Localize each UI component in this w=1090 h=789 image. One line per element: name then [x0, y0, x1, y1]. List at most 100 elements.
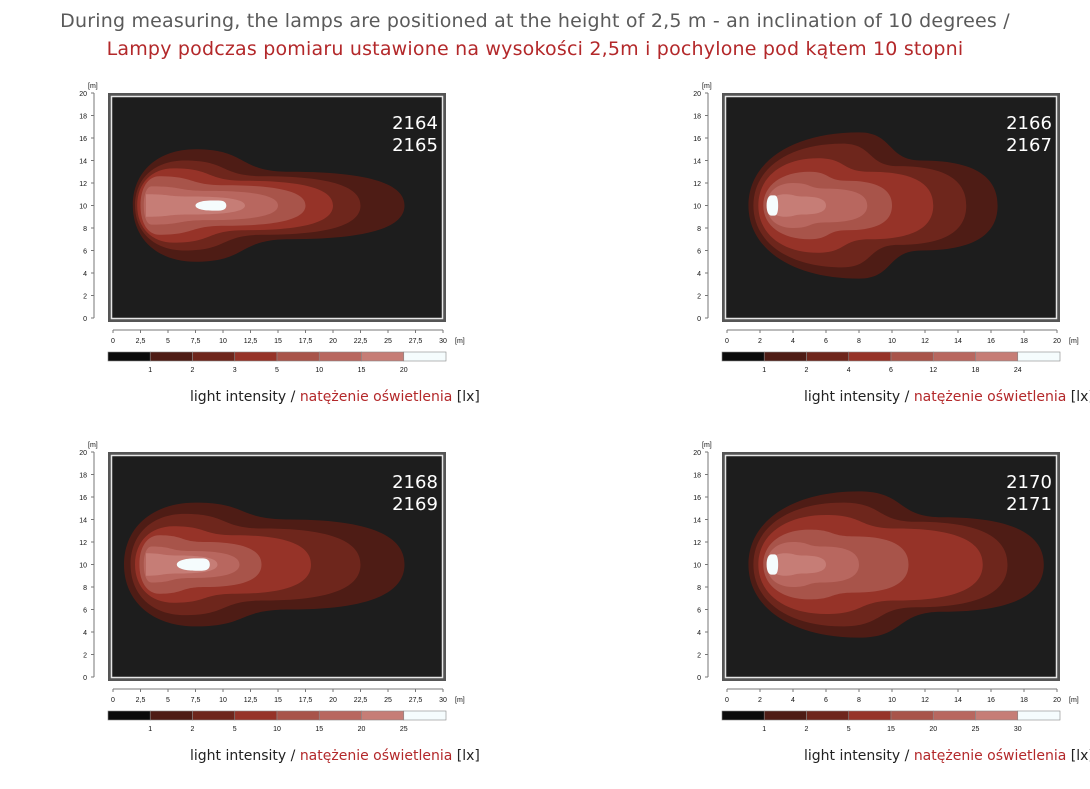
contour-level-25: [769, 553, 826, 576]
x-tick-label: 15: [274, 697, 282, 704]
lamp-model-label: 2168: [392, 472, 438, 493]
y-tick-label: 20: [693, 91, 701, 98]
legend-level-label: 2: [805, 726, 809, 733]
x-tick-label: 10: [219, 338, 227, 345]
x-tick-label: 0: [725, 697, 729, 704]
y-unit-label: [m]: [702, 83, 712, 90]
y-tick-label: 4: [697, 630, 701, 637]
x-unit-label: [m]: [455, 697, 465, 704]
legend-swatch: [234, 351, 278, 362]
title-english: During measuring, the lamps are position…: [60, 10, 1010, 32]
y-tick-label: 10: [693, 204, 701, 211]
y-tick-label: 6: [697, 608, 701, 615]
legend-swatch: [932, 351, 976, 362]
y-tick-label: 2: [83, 294, 87, 301]
legend-level-label: 2: [191, 367, 195, 374]
legend-level-label: 5: [847, 726, 851, 733]
lamp-model-label: 2169: [392, 494, 438, 515]
y-tick-label: 6: [697, 249, 701, 256]
legend-swatch: [721, 351, 765, 362]
y-tick-label: 8: [697, 226, 701, 233]
y-tick-label: 0: [697, 316, 701, 323]
x-tick-label: 18: [1020, 338, 1028, 345]
caption-sep: /: [286, 389, 300, 405]
legend-level-label: 1: [148, 367, 152, 374]
contours: [132, 149, 405, 262]
legend-swatch: [276, 351, 320, 362]
legend-caption: light intensity / natężenie oświetlenia …: [804, 748, 1090, 764]
y-tick-label: 6: [83, 608, 87, 615]
caption-pl: natężenie oświetlenia: [299, 748, 453, 764]
y-tick-label: 4: [83, 630, 87, 637]
caption-unit: [lx]: [1070, 748, 1090, 764]
legend-swatch: [318, 710, 362, 721]
lamp-model-label: 2170: [1006, 472, 1052, 493]
legend-swatch: [403, 710, 447, 721]
y-tick-label: 14: [79, 518, 87, 525]
y-tick-label: 16: [693, 495, 701, 502]
y-tick-label: 18: [693, 473, 701, 480]
x-tick-label: 30: [439, 338, 447, 345]
legend-swatch: [975, 351, 1019, 362]
x-tick-label: 22,5: [354, 697, 368, 704]
x-tick-label: 8: [857, 697, 861, 704]
y-tick-label: 12: [79, 540, 87, 547]
x-unit-label: [m]: [455, 338, 465, 345]
legend-swatch: [361, 351, 405, 362]
caption-sep: /: [900, 389, 914, 405]
y-tick-label: 6: [83, 249, 87, 256]
y-tick-label: 12: [79, 181, 87, 188]
y-tick-label: 2: [697, 653, 701, 660]
legend-swatch: [1017, 351, 1061, 362]
x-tick-label: 27,5: [409, 338, 423, 345]
x-tick-label: 20: [329, 338, 337, 345]
legend-level-label: 20: [929, 726, 937, 733]
legend-level-label: 5: [233, 726, 237, 733]
y-tick-label: 8: [697, 585, 701, 592]
x-tick-label: 12: [921, 338, 929, 345]
legend-swatch: [192, 710, 236, 721]
contours: [124, 502, 405, 627]
caption-unit: [lx]: [1070, 389, 1090, 405]
contour-level-20: [195, 200, 227, 211]
legend-swatch: [107, 351, 151, 362]
x-tick-label: 4: [791, 338, 795, 345]
legend-swatch: [234, 710, 278, 721]
contour-level-18: [769, 194, 826, 217]
y-tick-label: 18: [693, 114, 701, 121]
legend-level-label: 24: [1014, 367, 1022, 374]
y-tick-label: 8: [83, 226, 87, 233]
legend-level-label: 6: [889, 367, 893, 374]
y-tick-label: 14: [693, 518, 701, 525]
y-tick-label: 10: [693, 563, 701, 570]
y-tick-label: 18: [79, 114, 87, 121]
legend-swatch: [763, 710, 807, 721]
legend-swatch: [1017, 710, 1061, 721]
x-tick-label: 2: [758, 697, 762, 704]
x-tick-label: 30: [439, 697, 447, 704]
legend-level-label: 2: [805, 367, 809, 374]
x-tick-label: 17,5: [299, 697, 313, 704]
y-tick-label: 0: [697, 675, 701, 682]
legend-swatch: [361, 710, 405, 721]
legend-swatch: [975, 710, 1019, 721]
x-tick-label: 16: [987, 697, 995, 704]
x-tick-label: 6: [824, 697, 828, 704]
legend-swatch: [763, 351, 807, 362]
lamp-model-label: 2166: [1006, 113, 1052, 134]
y-tick-label: 4: [83, 271, 87, 278]
legend-level-label: 12: [929, 367, 937, 374]
lamp-model-label: 2167: [1006, 135, 1052, 156]
lamp-model-label: 2171: [1006, 494, 1052, 515]
x-tick-label: 15: [274, 338, 282, 345]
x-unit-label: [m]: [1069, 338, 1079, 345]
legend-swatch: [149, 710, 193, 721]
legend-level-label: 10: [273, 726, 281, 733]
caption-pl: natężenie oświetlenia: [299, 389, 453, 405]
lamp-model-label: 2164: [392, 113, 438, 134]
legend-level-label: 2: [191, 726, 195, 733]
y-unit-label: [m]: [88, 442, 98, 449]
